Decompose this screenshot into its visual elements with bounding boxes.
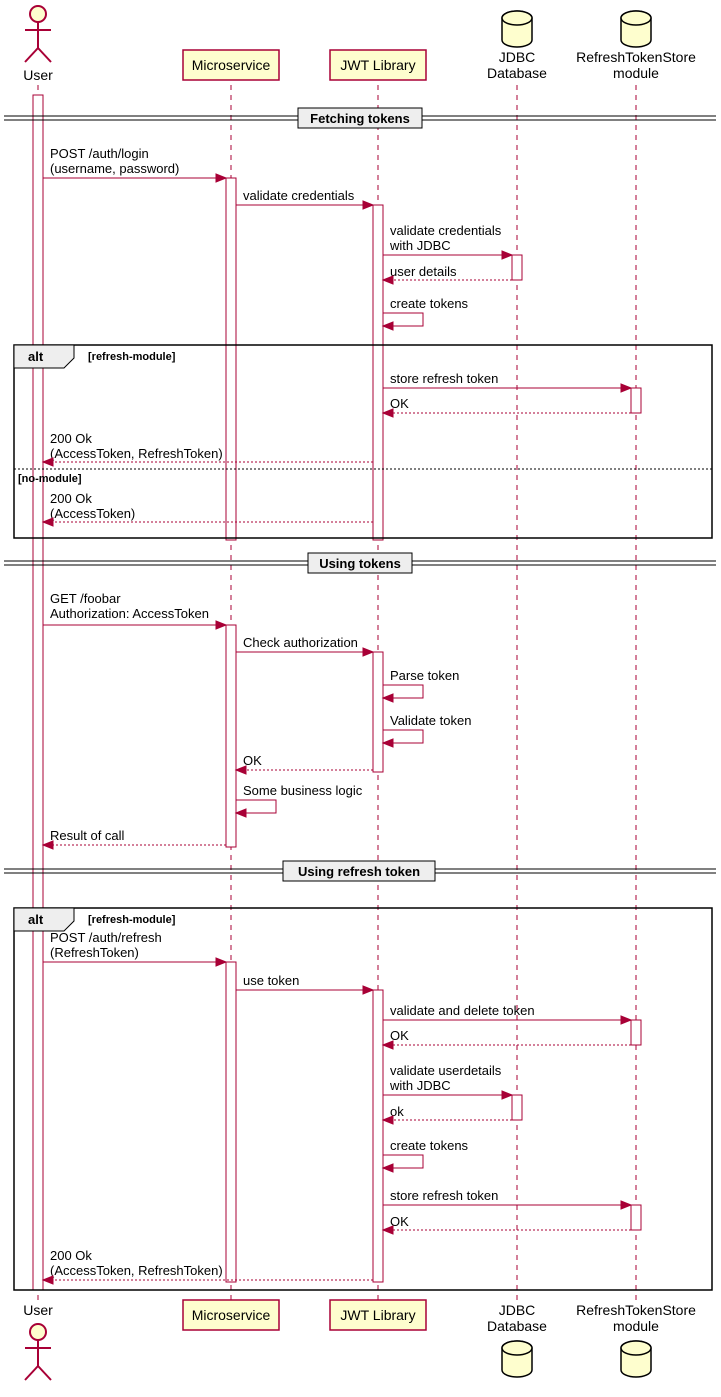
msg-create-tokens: create tokens bbox=[390, 296, 469, 311]
alt1-cond2: [no-module] bbox=[18, 473, 82, 485]
msg-validate-ud-2: with JDBC bbox=[389, 1078, 451, 1093]
activation-jwt-2 bbox=[373, 652, 383, 772]
alt2-cond1: [refresh-module] bbox=[88, 914, 176, 926]
activation-jwt-1 bbox=[373, 205, 383, 540]
jwt-label-top: JWT Library bbox=[340, 57, 415, 73]
jdbc-label-bot-1: JDBC bbox=[499, 1302, 536, 1318]
msg-user-details: user details bbox=[390, 264, 457, 279]
msg-200-1b: (AccessToken, RefreshToken) bbox=[50, 446, 223, 461]
divider-fetch-label: Fetching tokens bbox=[310, 111, 410, 126]
alt2-label: alt bbox=[28, 912, 44, 927]
activation-rts-3 bbox=[631, 1205, 641, 1230]
msg-post-refresh-2: (RefreshToken) bbox=[50, 945, 139, 960]
msg-200-3a: 200 Ok bbox=[50, 1248, 92, 1263]
msg-validate-delete: validate and delete token bbox=[390, 1003, 535, 1018]
participant-microservice-bottom: Microservice bbox=[183, 1300, 279, 1330]
jdbc-label-top-1: JDBC bbox=[499, 49, 536, 65]
alt-box-2 bbox=[14, 908, 712, 1290]
activation-ms-3 bbox=[226, 962, 236, 1282]
msg-validate-jdbc-2: with JDBC bbox=[389, 238, 451, 253]
msg-store-rt: store refresh token bbox=[390, 371, 498, 386]
msg-biz: Some business logic bbox=[243, 783, 363, 798]
participant-microservice-top: Microservice bbox=[183, 50, 279, 80]
jwt-label-bot: JWT Library bbox=[340, 1307, 415, 1323]
msg-200-2a: 200 Ok bbox=[50, 491, 92, 506]
participant-jdbc-top: JDBC Database bbox=[487, 11, 547, 81]
participant-user-top: User bbox=[23, 6, 53, 83]
participant-rts-bottom: RefreshTokenStore module bbox=[576, 1302, 696, 1377]
rts-label-bot-2: module bbox=[613, 1318, 659, 1334]
user-label-top: User bbox=[23, 67, 53, 83]
participant-rts-top: RefreshTokenStore module bbox=[576, 11, 696, 81]
participant-user-bottom: User bbox=[23, 1302, 53, 1380]
msg-post-refresh-1: POST /auth/refresh bbox=[50, 930, 162, 945]
msg-validate-tok: Validate token bbox=[390, 713, 471, 728]
activation-ms-1 bbox=[226, 178, 236, 540]
msg-200-3b: (AccessToken, RefreshToken) bbox=[50, 1263, 223, 1278]
alt1-label: alt bbox=[28, 349, 44, 364]
msg-store-rt-2: store refresh token bbox=[390, 1188, 498, 1203]
rts-label-bot-1: RefreshTokenStore bbox=[576, 1302, 696, 1318]
sequence-diagram: User Microservice JWT Library JDBC Datab… bbox=[0, 0, 721, 1397]
alt1-cond1: [refresh-module] bbox=[88, 351, 176, 363]
msg-use-token: use token bbox=[243, 973, 299, 988]
ms-label-top: Microservice bbox=[192, 57, 271, 73]
participant-jwt-top: JWT Library bbox=[330, 50, 426, 80]
msg-result: Result of call bbox=[50, 828, 125, 843]
divider-using: Using tokens bbox=[4, 553, 716, 573]
participant-jwt-bottom: JWT Library bbox=[330, 1300, 426, 1330]
activation-rts-1 bbox=[631, 388, 641, 413]
jdbc-label-top-2: Database bbox=[487, 65, 547, 81]
msg-login-1: POST /auth/login bbox=[50, 146, 149, 161]
msg-200-2b: (AccessToken) bbox=[50, 506, 135, 521]
msg-get-1: GET /foobar bbox=[50, 591, 121, 606]
msg-create-tokens-2: create tokens bbox=[390, 1138, 469, 1153]
divider-using-label: Using tokens bbox=[319, 556, 401, 571]
activation-ms-2 bbox=[226, 625, 236, 847]
msg-validate-jdbc-1: validate credentials bbox=[390, 223, 502, 238]
activation-jdbc-2 bbox=[512, 1095, 522, 1120]
divider-fetching: Fetching tokens bbox=[4, 108, 716, 128]
msg-200-1a: 200 Ok bbox=[50, 431, 92, 446]
msg-check-auth: Check authorization bbox=[243, 635, 358, 650]
user-label-bot: User bbox=[23, 1302, 53, 1318]
msg-login-2: (username, password) bbox=[50, 161, 179, 176]
msg-parse: Parse token bbox=[390, 668, 459, 683]
jdbc-label-bot-2: Database bbox=[487, 1318, 547, 1334]
activation-rts-2 bbox=[631, 1020, 641, 1045]
rts-label-top-2: module bbox=[613, 65, 659, 81]
divider-refresh: Using refresh token bbox=[4, 861, 716, 881]
divider-refresh-label: Using refresh token bbox=[298, 864, 420, 879]
msg-get-2: Authorization: AccessToken bbox=[50, 606, 209, 621]
activation-jwt-3 bbox=[373, 990, 383, 1282]
ms-label-bot: Microservice bbox=[192, 1307, 271, 1323]
participant-jdbc-bottom: JDBC Database bbox=[487, 1302, 547, 1377]
activation-jdbc-1 bbox=[512, 255, 522, 280]
msg-validate-cred: validate credentials bbox=[243, 188, 355, 203]
activation-user bbox=[33, 95, 43, 1290]
msg-validate-ud-1: validate userdetails bbox=[390, 1063, 502, 1078]
rts-label-top-1: RefreshTokenStore bbox=[576, 49, 696, 65]
